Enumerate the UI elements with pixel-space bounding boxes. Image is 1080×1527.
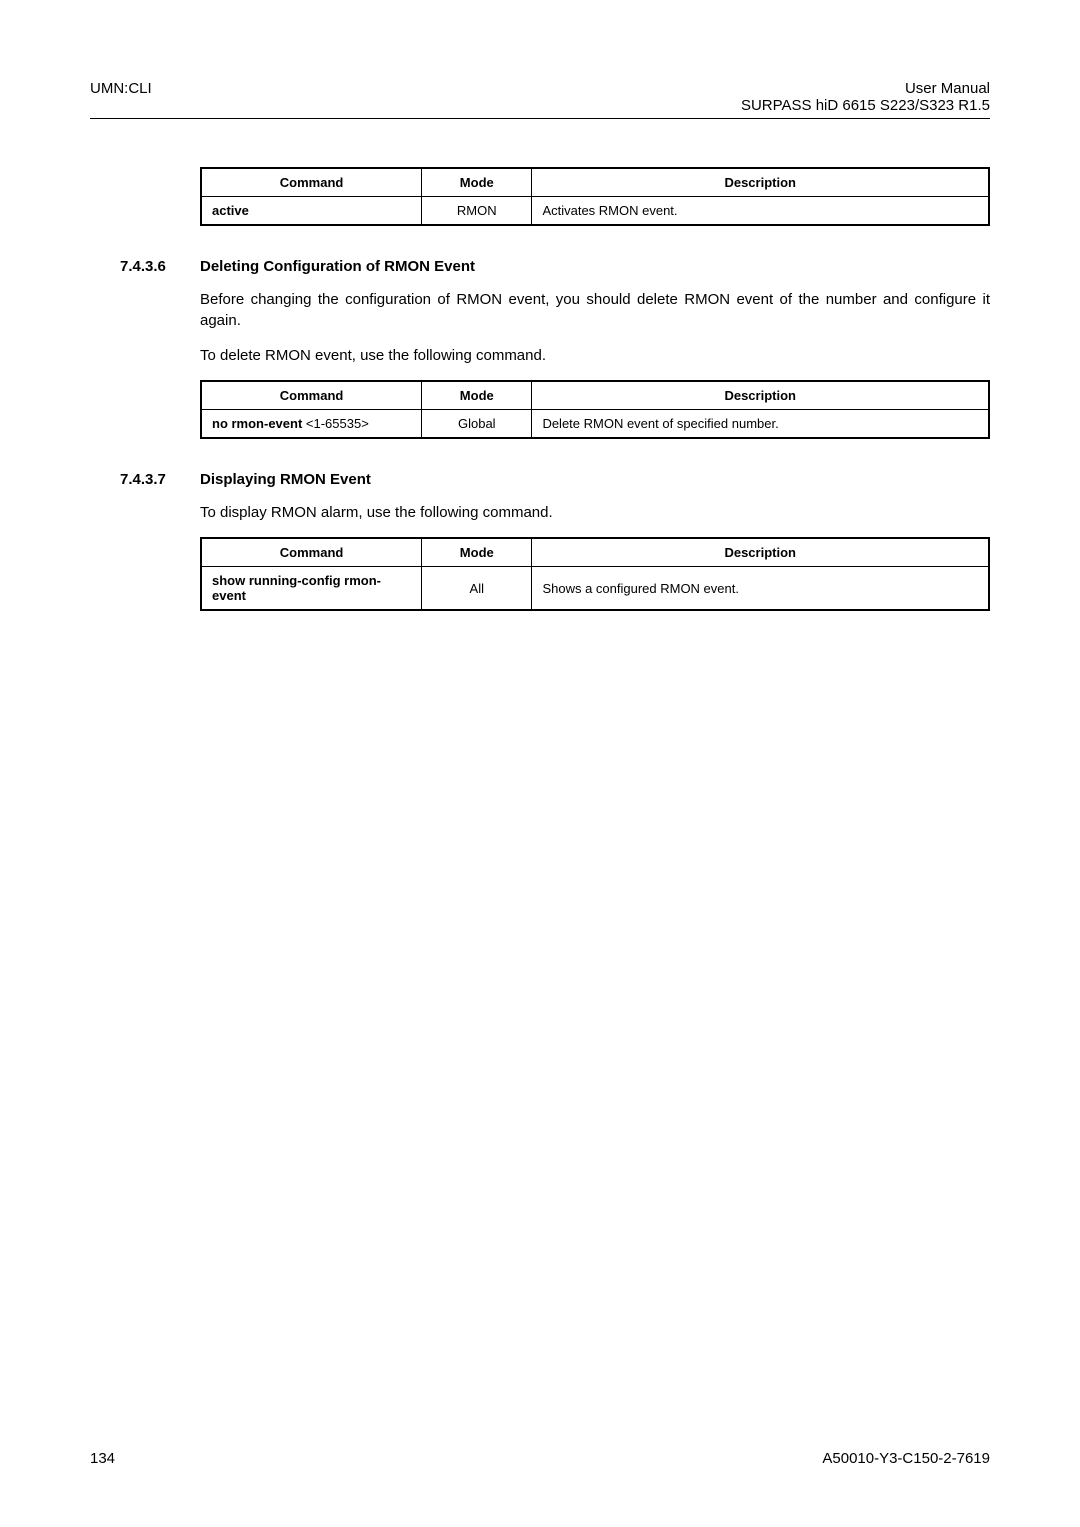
table-delete-event: Command Mode Description no rmon-event <… xyxy=(200,380,990,439)
td-command: active xyxy=(201,197,422,226)
section-heading: 7.4.3.7 Displaying RMON Event xyxy=(120,471,990,488)
th-description: Description xyxy=(532,538,989,567)
th-command: Command xyxy=(201,381,422,410)
document-id: A50010-Y3-C150-2-7619 xyxy=(822,1450,990,1467)
table-row: no rmon-event <1-65535> Global Delete RM… xyxy=(201,410,989,439)
th-command: Command xyxy=(201,168,422,197)
table-header-row: Command Mode Description xyxy=(201,168,989,197)
td-command: show running-config rmon-event xyxy=(201,567,422,611)
page-footer: 134 A50010-Y3-C150-2-7619 xyxy=(90,1450,990,1467)
table-row: active RMON Activates RMON event. xyxy=(201,197,989,226)
header-left: UMN:CLI xyxy=(90,80,152,114)
page-number: 134 xyxy=(90,1450,115,1467)
td-description: Shows a configured RMON event. xyxy=(532,567,989,611)
th-command: Command xyxy=(201,538,422,567)
table-show-event: Command Mode Description show running-co… xyxy=(200,537,990,611)
header-right-line1: User Manual xyxy=(741,80,990,97)
section-title: Deleting Configuration of RMON Event xyxy=(200,258,475,275)
main-content: Command Mode Description active RMON Act… xyxy=(200,167,990,611)
header-right: User Manual SURPASS hiD 6615 S223/S323 R… xyxy=(741,80,990,114)
table-row: show running-config rmon-event All Shows… xyxy=(201,567,989,611)
section-number: 7.4.3.7 xyxy=(120,471,200,488)
table-header-row: Command Mode Description xyxy=(201,538,989,567)
header-right-line2: SURPASS hiD 6615 S223/S323 R1.5 xyxy=(741,97,990,114)
th-description: Description xyxy=(532,168,989,197)
paragraph: To delete RMON event, use the following … xyxy=(200,345,990,366)
section-heading: 7.4.3.6 Deleting Configuration of RMON E… xyxy=(120,258,990,275)
cmd-keyword: no rmon-event xyxy=(212,416,302,431)
paragraph: To display RMON alarm, use the following… xyxy=(200,502,990,523)
td-mode: RMON xyxy=(422,197,532,226)
paragraph: Before changing the configuration of RMO… xyxy=(200,289,990,331)
page-header: UMN:CLI User Manual SURPASS hiD 6615 S22… xyxy=(90,80,990,114)
td-description: Activates RMON event. xyxy=(532,197,989,226)
table-active-event: Command Mode Description active RMON Act… xyxy=(200,167,990,226)
th-mode: Mode xyxy=(422,168,532,197)
table-header-row: Command Mode Description xyxy=(201,381,989,410)
th-mode: Mode xyxy=(422,381,532,410)
th-description: Description xyxy=(532,381,989,410)
th-mode: Mode xyxy=(422,538,532,567)
td-mode: Global xyxy=(422,410,532,439)
section-number: 7.4.3.6 xyxy=(120,258,200,275)
section-title: Displaying RMON Event xyxy=(200,471,371,488)
td-description: Delete RMON event of specified number. xyxy=(532,410,989,439)
td-command: no rmon-event <1-65535> xyxy=(201,410,422,439)
header-rule xyxy=(90,118,990,119)
td-mode: All xyxy=(422,567,532,611)
cmd-arg: <1-65535> xyxy=(302,416,369,431)
